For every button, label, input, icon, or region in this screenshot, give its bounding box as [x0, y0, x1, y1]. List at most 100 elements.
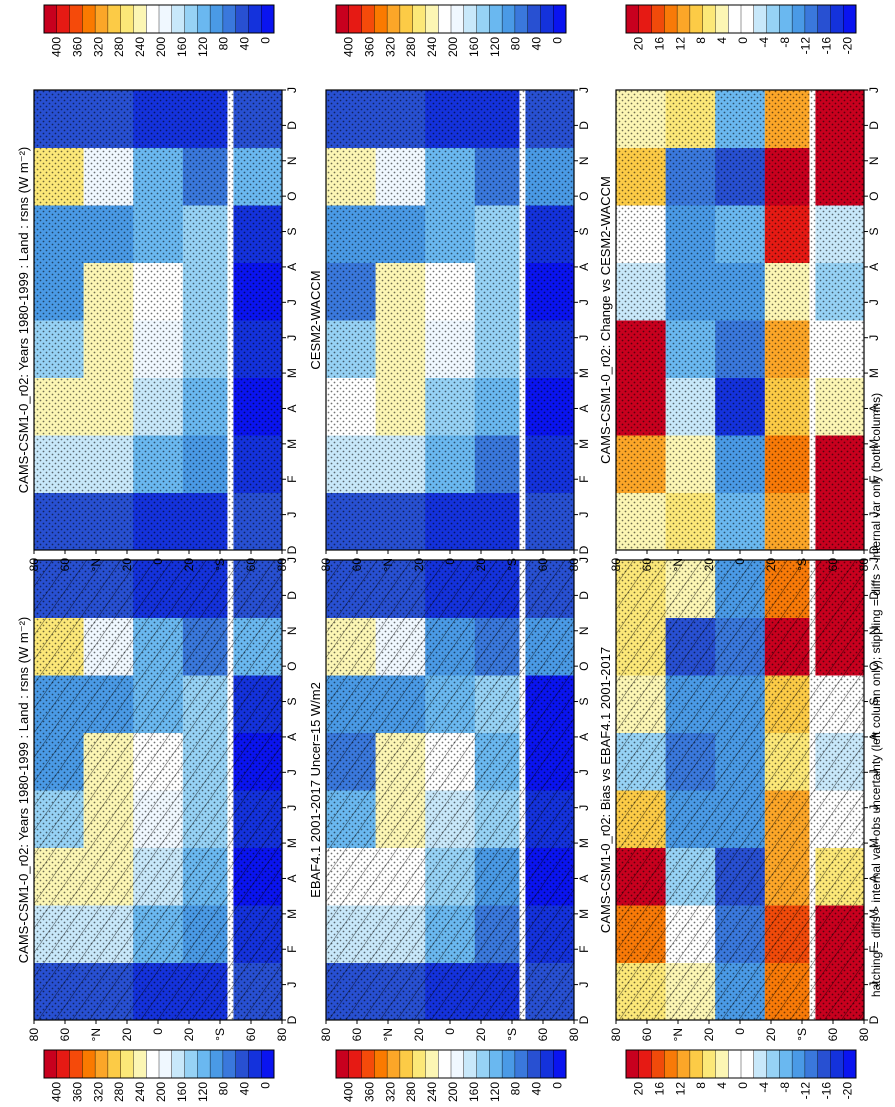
y-tick-label: 80 — [609, 1028, 623, 1042]
panel-title: CAMS-CSM1-0_r02: Change vs CESM2-WACCM — [598, 176, 613, 464]
y-tick-label: 60 — [826, 1028, 840, 1042]
y-tick-label: 80 — [609, 558, 623, 572]
colorbar-swatch — [158, 4, 173, 34]
x-tick-label: A — [577, 263, 591, 271]
x-tick-label: M — [577, 838, 591, 848]
heatmap-area — [325, 559, 575, 1021]
y-tick-label: 20 — [764, 1028, 778, 1042]
colorbar-swatch — [766, 1049, 780, 1079]
colorbar-swatch — [438, 1049, 452, 1079]
x-tick-label: A — [285, 874, 299, 882]
x-tick-label: J — [577, 87, 591, 93]
heatmap-area — [325, 89, 575, 551]
x-tick-label: A — [577, 404, 591, 412]
colorbar-tick-label: 240 — [425, 37, 439, 57]
x-tick-label: O — [577, 661, 591, 670]
colorbar-swatch — [438, 4, 452, 34]
colorbar-tick-label: 80 — [509, 37, 523, 51]
colorbar-tick-label: -20 — [841, 1082, 855, 1100]
x-tick-label: A — [285, 263, 299, 271]
y-tick-label: 20 — [412, 1028, 426, 1042]
colorbar-tick-label: -8 — [778, 37, 792, 48]
colorbar-tick-label: 240 — [133, 37, 147, 57]
y-tick-label: 80 — [567, 1028, 581, 1042]
y-tick-label: 60 — [536, 1028, 550, 1042]
colorbar-swatch — [817, 1049, 831, 1079]
x-tick-label: N — [577, 626, 591, 635]
colorbar-swatch — [399, 4, 414, 34]
colorbar-swatch — [651, 4, 665, 34]
colorbar-swatch — [335, 4, 350, 34]
y-tick-label: 60 — [58, 1028, 72, 1042]
colorbar-swatch — [728, 1049, 742, 1079]
x-tick-label: M — [867, 838, 881, 848]
colorbar-tick-label: 160 — [175, 1082, 189, 1102]
colorbar-swatch — [43, 4, 58, 34]
colorbar-swatch — [412, 1049, 426, 1079]
x-tick-label: D — [577, 1015, 591, 1024]
colorbar-swatch — [540, 1049, 554, 1079]
heatmap-area — [615, 559, 865, 1021]
colorbar-swatch — [56, 1049, 71, 1079]
x-tick-label: D — [867, 545, 881, 554]
colorbar-swatch — [235, 4, 249, 34]
x-tick-label: O — [867, 661, 881, 670]
colorbar-swatch — [146, 1049, 160, 1079]
colorbar-swatch — [94, 4, 109, 34]
x-tick-label: N — [285, 626, 299, 635]
y-tick-label: 20 — [182, 1028, 196, 1042]
colorbar-swatch — [133, 1049, 147, 1079]
x-tick-label: J — [867, 557, 881, 563]
y-tick-label: 80 — [319, 1028, 333, 1042]
colorbar-tick-label: 280 — [404, 1082, 418, 1102]
panel-title: EBAF4.1 2001-2017 Uncer=15 W/m2 — [308, 682, 323, 898]
colorbar-swatch — [766, 4, 780, 34]
colorbar-tick-label: 40 — [238, 37, 252, 51]
colorbar-tick-label: 4 — [715, 1082, 729, 1089]
colorbar-swatch — [412, 4, 426, 34]
colorbar-tick-label: 20 — [631, 1082, 645, 1096]
colorbar-swatch — [501, 4, 516, 34]
x-tick-label: O — [867, 191, 881, 200]
colorbar-swatch — [514, 4, 529, 34]
x-tick-label: A — [577, 733, 591, 741]
colorbar-tick-label: 200 — [446, 37, 460, 57]
colorbar-swatch — [689, 4, 704, 34]
x-tick-label: D — [867, 121, 881, 130]
colorbar-swatch — [450, 1049, 465, 1079]
colorbar-tick-label: 360 — [362, 37, 376, 57]
y-tick-label: °N — [89, 1028, 103, 1041]
x-tick-label: F — [577, 476, 591, 483]
x-tick-label: J — [867, 512, 881, 518]
colorbar-tick-label: 8 — [694, 1082, 708, 1089]
y-tick-label: 0 — [443, 558, 457, 565]
colorbar-tick-label: 0 — [551, 1082, 565, 1089]
x-tick-label: F — [285, 946, 299, 953]
colorbar-swatch — [817, 4, 831, 34]
colorbar-swatch — [171, 1049, 186, 1079]
y-tick-label: 60 — [640, 1028, 654, 1042]
y-tick-label: °N — [89, 558, 103, 571]
y-tick-label: °N — [381, 558, 395, 571]
colorbar-swatch — [43, 1049, 58, 1079]
colorbar-swatch — [248, 4, 262, 34]
colorbar-swatch — [476, 1049, 490, 1079]
y-tick-label: 20 — [702, 558, 716, 572]
x-tick-label: J — [285, 982, 299, 988]
x-tick-label: N — [285, 156, 299, 165]
colorbar-tick-label: 16 — [652, 37, 666, 51]
x-tick-label: S — [867, 228, 881, 236]
x-tick-label: A — [285, 733, 299, 741]
x-tick-label: S — [867, 698, 881, 706]
colorbar-swatch — [197, 1049, 211, 1079]
colorbar-frame — [43, 4, 275, 34]
stippling-overlay — [616, 90, 864, 550]
colorbar-swatch — [501, 1049, 516, 1079]
y-tick-label: 60 — [640, 558, 654, 572]
colorbar-swatch — [261, 4, 275, 34]
x-tick-label: A — [867, 263, 881, 271]
